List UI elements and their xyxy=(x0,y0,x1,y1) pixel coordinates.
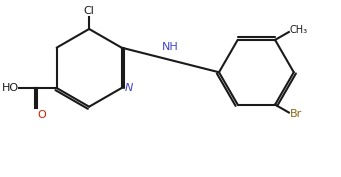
Text: O: O xyxy=(37,110,46,120)
Text: HO: HO xyxy=(2,83,19,93)
Text: NH: NH xyxy=(162,42,179,52)
Text: CH₃: CH₃ xyxy=(290,25,308,35)
Text: N: N xyxy=(124,83,133,93)
Text: Br: Br xyxy=(290,110,302,119)
Text: Cl: Cl xyxy=(84,6,94,16)
